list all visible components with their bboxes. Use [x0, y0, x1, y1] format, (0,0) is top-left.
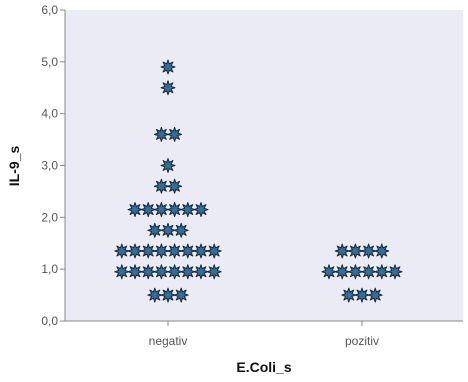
- data-point-star: [374, 264, 390, 280]
- data-point-star: [153, 243, 169, 259]
- data-point-star: [206, 264, 222, 280]
- x-tick-label: negativ: [149, 334, 188, 348]
- data-point-star: [127, 264, 143, 280]
- data-point-star: [167, 264, 183, 280]
- data-point-star: [127, 243, 143, 259]
- y-tick-label: 6,0: [41, 3, 58, 17]
- data-point-star: [127, 202, 143, 218]
- data-point-star: [114, 243, 130, 259]
- data-point-star: [160, 222, 176, 238]
- data-point-star: [147, 287, 163, 303]
- y-axis: 0,0 1,0 2,0 3,0 4,0 5,0 6,0: [41, 3, 66, 328]
- data-point-star: [160, 158, 176, 173]
- data-point-star: [367, 287, 383, 303]
- data-point-star: [114, 264, 130, 280]
- y-tick-label: 3,0: [41, 159, 58, 173]
- data-point-star: [361, 243, 377, 259]
- data-point-star: [173, 222, 189, 238]
- data-point-star: [140, 243, 156, 259]
- data-point-star: [354, 287, 370, 303]
- data-points: [114, 59, 403, 303]
- data-point-star: [160, 80, 176, 96]
- x-tick-label: pozitiv: [345, 334, 379, 348]
- data-point-star: [180, 243, 196, 259]
- data-point-star: [193, 264, 209, 280]
- data-point-star: [153, 202, 169, 218]
- data-point-star: [206, 243, 222, 259]
- data-point-star: [347, 264, 363, 280]
- x-axis: negativ pozitiv: [65, 320, 463, 348]
- y-tick-label: 1,0: [41, 262, 58, 276]
- y-tick-label: 4,0: [41, 107, 58, 121]
- y-tick-label: 2,0: [41, 210, 58, 224]
- data-point-star: [387, 264, 403, 280]
- data-point-star: [180, 264, 196, 280]
- data-point-star: [160, 287, 176, 303]
- data-point-star: [374, 243, 390, 259]
- data-point-star: [167, 202, 183, 218]
- data-point-star: [153, 126, 169, 142]
- y-axis-title: IL-9_s: [6, 146, 22, 187]
- data-point-star: [334, 264, 350, 280]
- data-point-star: [173, 287, 189, 303]
- data-point-star: [153, 178, 169, 194]
- data-point-star: [167, 126, 183, 142]
- x-axis-title: E.Coli_s: [236, 359, 291, 375]
- data-point-star: [341, 287, 357, 303]
- data-point-star: [167, 243, 183, 259]
- data-point-star: [180, 202, 196, 218]
- data-point-star: [361, 264, 377, 280]
- y-tick-label: 0,0: [41, 314, 58, 328]
- data-point-star: [347, 243, 363, 259]
- data-point-star: [321, 264, 337, 280]
- data-point-star: [147, 222, 163, 238]
- data-point-star: [140, 264, 156, 280]
- y-tick-label: 5,0: [41, 55, 58, 69]
- data-point-star: [160, 59, 176, 75]
- data-point-star: [153, 264, 169, 280]
- data-point-star: [334, 243, 350, 259]
- data-point-star: [167, 178, 183, 194]
- data-point-star: [140, 202, 156, 218]
- data-point-star: [193, 243, 209, 259]
- data-point-star: [193, 202, 209, 218]
